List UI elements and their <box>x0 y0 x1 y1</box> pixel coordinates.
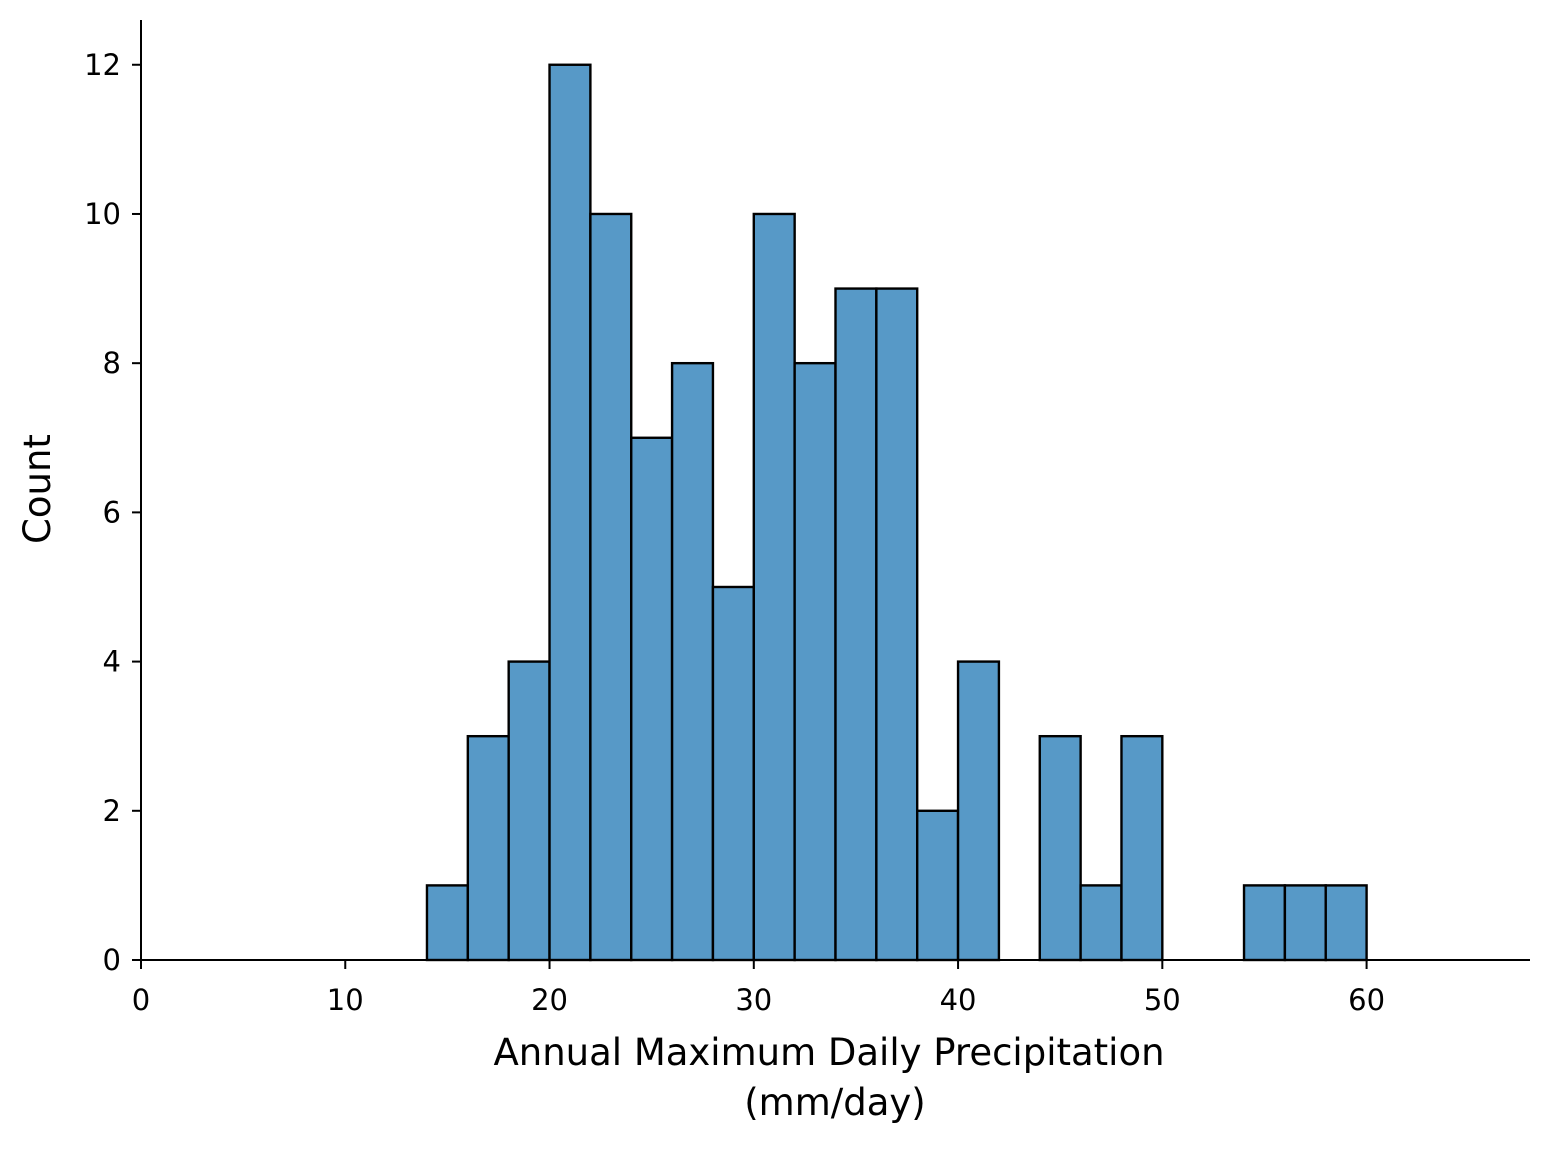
histogram-bar-20-22 <box>548 63 592 962</box>
y-axis-title: Count <box>16 434 59 544</box>
histogram-bar-34-36 <box>834 287 878 962</box>
histogram-bar-58-60 <box>1324 884 1368 962</box>
histogram-bar-26-28 <box>670 361 715 962</box>
axes-group <box>140 20 1530 961</box>
histogram-bar-54-56 <box>1242 884 1287 962</box>
histogram-bar-44-46 <box>1038 734 1082 962</box>
histogram-bar-38-40 <box>916 809 960 962</box>
histogram-bar-24-26 <box>630 436 674 962</box>
y-tick-label: 10 <box>84 197 121 231</box>
histogram-bar-28-30 <box>711 585 755 962</box>
y-tick-label: 8 <box>103 346 121 380</box>
x-axis-title-line-2: (mm/day) <box>744 1081 925 1124</box>
y-tick-label: 2 <box>103 794 121 828</box>
histogram-bar-30-32 <box>752 212 796 962</box>
x-ticks-group: 0 10 20 30 40 50 60 <box>132 960 1385 1017</box>
histogram-bar-18-20 <box>507 660 551 962</box>
y-ticks-group: 0 2 4 6 8 10 12 <box>84 48 141 977</box>
histogram-bar-36-38 <box>875 287 919 962</box>
histogram-bar-56-58 <box>1283 884 1327 962</box>
histogram-bar-32-34 <box>793 361 837 962</box>
histogram-bar-16-18 <box>466 734 510 962</box>
y-tick-label: 0 <box>103 943 121 977</box>
x-tick-label: 10 <box>327 983 364 1017</box>
x-axis-title-line-1: Annual Maximum Daily Precipitation <box>493 1031 1164 1074</box>
histogram-bar-14-16 <box>425 884 470 962</box>
y-tick-label: 4 <box>103 645 121 679</box>
x-tick-label: 60 <box>1348 983 1385 1017</box>
histogram-bar-48-50 <box>1120 734 1164 962</box>
histogram-bar-22-24 <box>589 212 633 962</box>
x-tick-label: 20 <box>531 983 568 1017</box>
x-tick-label: 40 <box>940 983 977 1017</box>
y-tick-label: 12 <box>84 48 121 82</box>
y-tick-label: 6 <box>103 495 121 529</box>
x-tick-label: 50 <box>1144 983 1181 1017</box>
x-tick-label: 0 <box>132 983 150 1017</box>
histogram-bar-40-42 <box>956 660 1001 962</box>
x-tick-label: 30 <box>735 983 772 1017</box>
bars-group <box>425 63 1368 962</box>
histogram-bar-46-48 <box>1079 884 1123 962</box>
